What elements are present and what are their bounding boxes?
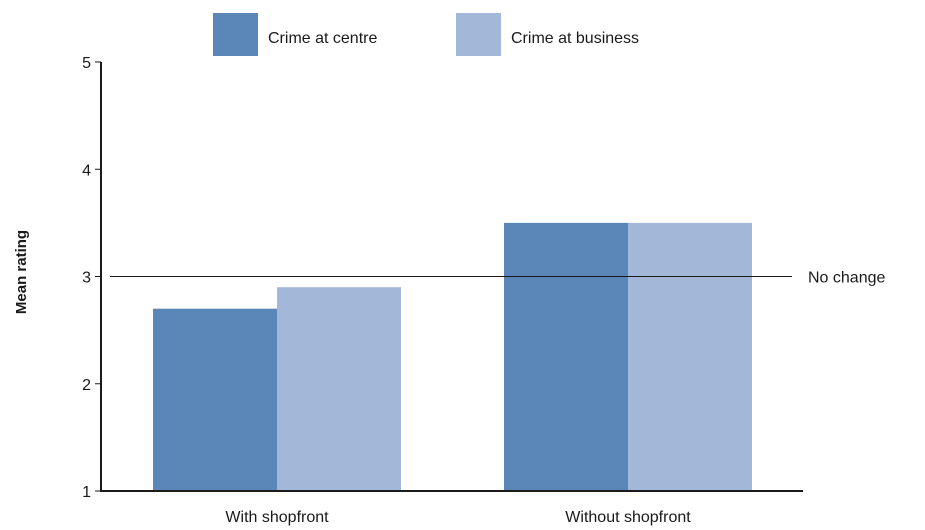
y-tick-label: 2 [82,377,91,394]
legend-swatch-crime-at-business [456,13,501,56]
y-tick-label: 4 [82,162,91,179]
y-tick-label: 5 [82,55,91,72]
category-labels: With shopfront Without shopfront [225,509,691,526]
x-category-label: Without shopfront [565,509,691,526]
bar-crime-at-business-with-shopfront [277,287,401,491]
y-axis-label: Mean rating [13,230,30,314]
bar-crime-at-centre-without-shopfront [504,222,628,491]
bars [153,222,752,491]
y-tick-label: 1 [82,484,91,501]
bar-crime-at-business-without-shopfront [628,222,752,491]
no-change-label: No change [808,270,885,287]
y-tick-label: 3 [82,270,91,287]
legend: Crime at centre Crime at business [213,13,639,56]
y-axis-ticks: 1 2 3 4 5 [82,55,101,501]
legend-label-crime-at-business: Crime at business [511,30,639,47]
legend-label-crime-at-centre: Crime at centre [268,30,377,47]
x-category-label: With shopfront [225,509,329,526]
bar-crime-at-centre-with-shopfront [153,308,277,491]
legend-swatch-crime-at-centre [213,13,258,56]
